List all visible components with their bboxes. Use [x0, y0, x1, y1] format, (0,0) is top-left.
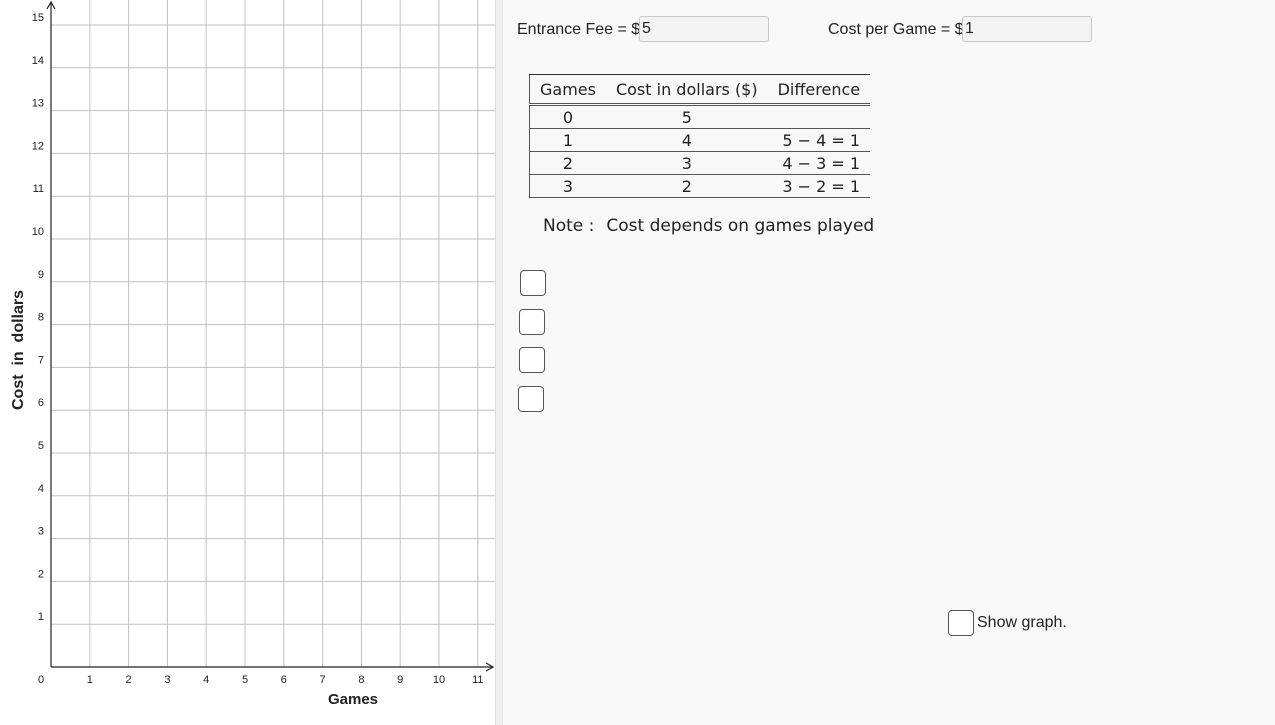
algebra-pane: Entrance Fee = $ Cost per Game = $ Games…	[503, 0, 1275, 725]
table-row: 1 4 5 − 4 = 1	[528, 128, 871, 152]
y-tick-label: 15	[32, 12, 44, 24]
x-tick-label: 6	[281, 674, 287, 686]
games-cell: 0	[528, 104, 606, 129]
games-cell: 2	[528, 151, 606, 175]
cost-per-game-label: Cost per Game = $	[828, 21, 964, 38]
x-tick-label: 1	[87, 674, 93, 686]
x-tick-label: 0	[38, 674, 44, 686]
y-tick-label: 12	[32, 140, 44, 152]
entrance-fee-input[interactable]	[639, 16, 769, 42]
show-graph-checkbox[interactable]	[948, 610, 974, 636]
y-tick-label: 14	[32, 55, 44, 67]
games-cell: 1	[528, 128, 606, 152]
x-tick-label: 7	[320, 674, 326, 686]
table-header-cost: Cost in dollars ($)	[605, 74, 768, 106]
table-row: 0 5	[528, 104, 871, 129]
show-graph-control[interactable]: Show graph.	[948, 610, 1067, 636]
note-label: Note :	[543, 216, 595, 236]
y-tick-label: 1	[38, 611, 44, 623]
graphics-view[interactable]: 0 1 2 3 4 5 6 7 8 9 10 11 1 2 3 4 5 6 7 8 9 10 11 12 13 14 15 Game…	[0, 0, 495, 725]
y-tick-label: 7	[38, 354, 44, 366]
table-row: 2 3 4 − 3 = 1	[528, 151, 871, 175]
show-graph-label: Show graph.	[977, 614, 1067, 631]
x-tick-label: 11	[472, 674, 483, 686]
games-cell: 3	[528, 174, 606, 198]
y-tick-label: 6	[38, 397, 44, 409]
checkbox-2[interactable]	[519, 309, 545, 335]
x-tick-label: 8	[358, 674, 364, 686]
note-text: Cost depends on games played	[606, 216, 875, 236]
y-axis-label: Cost in dollars	[10, 290, 27, 410]
y-tick-label: 2	[38, 568, 44, 580]
x-tick-label: 10	[433, 674, 445, 686]
cost-cell: 4	[605, 128, 768, 152]
x-axis-arrow	[485, 662, 495, 672]
checkbox-4[interactable]	[518, 386, 544, 412]
cost-cell: 5	[605, 104, 768, 129]
y-tick-label: 13	[32, 98, 44, 110]
table-row: 3 2 3 − 2 = 1	[528, 174, 871, 198]
y-tick-label: 4	[38, 483, 44, 495]
pane-splitter[interactable]	[495, 0, 503, 725]
difference-cell: 5 − 4 = 1	[767, 128, 871, 152]
cost-table: Games Cost in dollars ($) Difference 0 5…	[528, 74, 871, 198]
x-tick-label: 4	[203, 674, 209, 686]
cost-per-game-input[interactable]	[962, 16, 1092, 42]
entrance-fee-label: Entrance Fee = $	[517, 21, 641, 38]
difference-cell: 3 − 2 = 1	[767, 174, 871, 198]
checkbox-1[interactable]	[520, 270, 546, 296]
y-axis-arrow	[46, 0, 56, 10]
y-tick-label: 10	[32, 226, 44, 238]
axes	[46, 0, 495, 672]
x-tick-label: 3	[164, 674, 170, 686]
cost-cell: 2	[605, 174, 768, 198]
y-tick-label: 5	[38, 440, 44, 452]
checkbox-3[interactable]	[519, 347, 545, 373]
x-tick-label: 5	[242, 674, 248, 686]
x-axis-label: Games	[328, 691, 378, 708]
grid-lines	[51, 0, 495, 667]
note: Note : Cost depends on games played	[543, 216, 874, 236]
y-tick-label: 11	[33, 183, 44, 195]
x-tick-label: 9	[397, 674, 403, 686]
cost-cell: 3	[605, 151, 768, 175]
difference-cell: 4 − 3 = 1	[767, 151, 871, 175]
y-tick-label: 3	[38, 526, 44, 538]
difference-cell	[767, 104, 871, 129]
table-header-games: Games	[528, 74, 606, 106]
table-header-difference: Difference	[767, 74, 871, 106]
y-tick-label: 9	[38, 269, 44, 281]
x-tick-label: 2	[126, 674, 132, 686]
y-tick-label: 8	[38, 312, 44, 324]
